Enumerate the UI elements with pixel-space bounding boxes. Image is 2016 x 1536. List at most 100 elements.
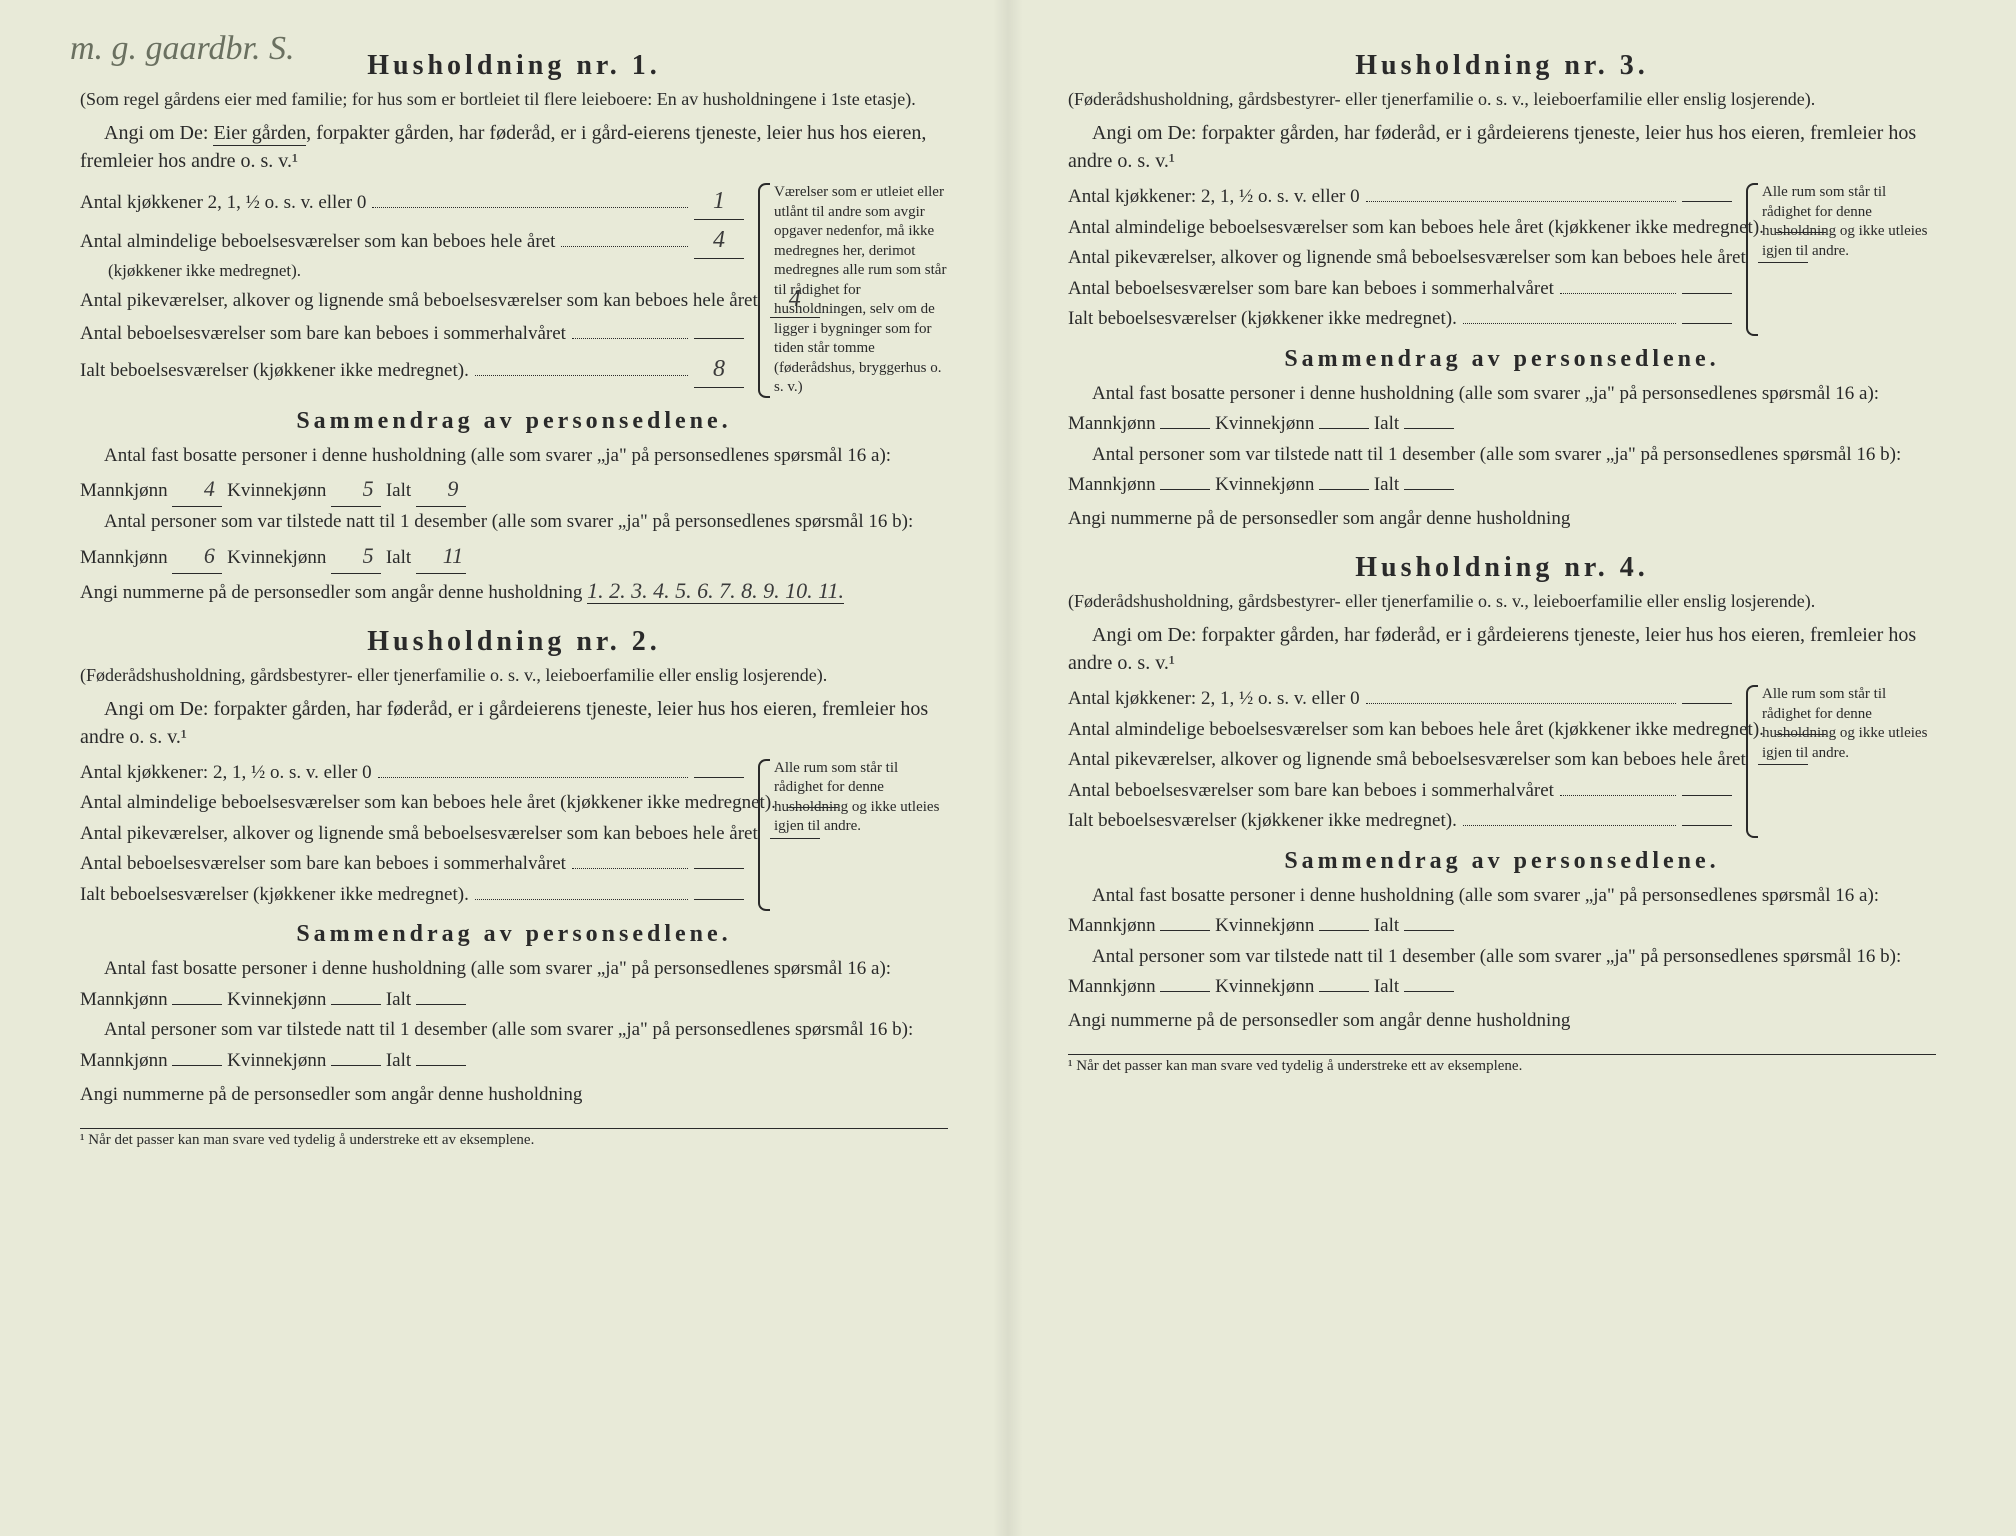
- household-2-instruction: Angi om De: forpakter gården, har føderå…: [80, 695, 948, 751]
- instruction-prefix: Angi om De:: [1092, 624, 1196, 646]
- room-questions: Antal kjøkkener: 2, 1, ½ o. s. v. eller …: [1068, 183, 1732, 336]
- household-4-title: Husholdning nr. 4.: [1068, 552, 1936, 584]
- living-row: Antal almindelige beboelsesværelser som …: [80, 789, 744, 818]
- household-3-rooms: Antal kjøkkener: 2, 1, ½ o. s. v. eller …: [1068, 183, 1936, 336]
- dots: [572, 320, 688, 339]
- i-label-2: Ialt: [1374, 976, 1399, 997]
- small-row: Antal pikeværelser, alkover og lignende …: [1068, 746, 1732, 775]
- summer-value: [1682, 795, 1732, 796]
- living-sub: (kjøkkener ikke medregnet).: [80, 261, 744, 281]
- household-4-summary-16b: Antal personer som var tilstede natt til…: [1068, 942, 1936, 1003]
- small-label: Antal pikeværelser, alkover og lignende …: [1068, 746, 1746, 775]
- total-label: Ialt beboelsesværelser (kjøkkener ikke m…: [1068, 305, 1457, 334]
- total-label: Ialt beboelsesværelser (kjøkkener ikke m…: [80, 881, 469, 910]
- i-label-2: Ialt: [386, 1050, 411, 1071]
- handwritten-annotation: m. g. gaardbr. S.: [70, 30, 295, 68]
- dots: [1560, 777, 1676, 796]
- dots: [378, 759, 688, 778]
- kitchens-label: Antal kjøkkener: 2, 1, ½ o. s. v. eller …: [80, 759, 372, 788]
- m2-value: 6: [172, 538, 222, 574]
- dots: [475, 357, 688, 376]
- summer-label: Antal beboelsesværelser som bare kan beb…: [80, 850, 566, 879]
- k1-value: [331, 1004, 381, 1005]
- i1-value: 9: [416, 471, 466, 507]
- total-row: Ialt beboelsesværelser (kjøkkener ikke m…: [1068, 807, 1732, 836]
- m2-value: [1160, 991, 1210, 992]
- m2-value: [172, 1065, 222, 1066]
- numbers-label: Angi nummerne på de personsedler som ang…: [1068, 508, 1570, 529]
- kitchens-label: Antal kjøkkener 2, 1, ½ o. s. v. eller 0: [80, 189, 366, 218]
- dots: [475, 881, 688, 900]
- instruction-prefix: Angi om De:: [1092, 122, 1196, 144]
- kitchens-label: Antal kjøkkener: 2, 1, ½ o. s. v. eller …: [1068, 183, 1360, 212]
- total-value: [1682, 323, 1732, 324]
- dots: [372, 189, 688, 208]
- instruction-main: forpakter gården, har føderåd, er i gård…: [1068, 122, 1916, 172]
- summer-label: Antal beboelsesværelser som bare kan beb…: [80, 320, 566, 349]
- household-4: Husholdning nr. 4. (Føderådshusholdning,…: [1068, 552, 1936, 1036]
- small-row: Antal pikeværelser, alkover og lignende …: [80, 281, 744, 318]
- k2-value: [331, 1065, 381, 1066]
- kitchens-row: Antal kjøkkener 2, 1, ½ o. s. v. eller 0…: [80, 183, 744, 220]
- summer-row: Antal beboelsesværelser som bare kan beb…: [80, 850, 744, 879]
- kitchens-value: [1682, 201, 1732, 202]
- m1-value: 4: [172, 471, 222, 507]
- living-label: Antal almindelige beboelsesværelser som …: [80, 789, 776, 818]
- room-questions: Antal kjøkkener 2, 1, ½ o. s. v. eller 0…: [80, 183, 744, 398]
- household-2: Husholdning nr. 2. (Føderådshusholdning,…: [80, 626, 948, 1110]
- right-page: Husholdning nr. 3. (Føderådshusholdning,…: [1048, 40, 1956, 1496]
- summer-label: Antal beboelsesværelser som bare kan beb…: [1068, 275, 1554, 304]
- household-3-side-note: Alle rum som står til rådighet for denne…: [1746, 183, 1936, 336]
- kitchens-row: Antal kjøkkener: 2, 1, ½ o. s. v. eller …: [80, 759, 744, 788]
- small-label: Antal pikeværelser, alkover og lignende …: [80, 287, 758, 316]
- living-label: Antal almindelige beboelsesværelser som …: [1068, 214, 1764, 243]
- household-4-side-note: Alle rum som står til rådighet for denne…: [1746, 685, 1936, 838]
- small-label: Antal pikeværelser, alkover og lignende …: [1068, 244, 1746, 273]
- left-page: Husholdning nr. 1. (Som regel gårdens ei…: [60, 40, 968, 1496]
- dots: [1366, 685, 1676, 704]
- dots: [1366, 183, 1676, 202]
- i2-value: 11: [416, 538, 466, 574]
- k-label: Kvinnekjønn: [1215, 413, 1314, 434]
- household-4-numbers: Angi nummerne på de personsedler som ang…: [1068, 1002, 1936, 1036]
- summer-row: Antal beboelsesværelser som bare kan beb…: [1068, 275, 1732, 304]
- brace-icon: [1746, 183, 1758, 336]
- household-4-instruction: Angi om De: forpakter gården, har føderå…: [1068, 621, 1936, 677]
- k-label-2: Kvinnekjønn: [227, 547, 326, 568]
- kitchens-row: Antal kjøkkener: 2, 1, ½ o. s. v. eller …: [1068, 685, 1732, 714]
- kitchens-label: Antal kjøkkener: 2, 1, ½ o. s. v. eller …: [1068, 685, 1360, 714]
- k1-value: [1319, 930, 1369, 931]
- k-label-2: Kvinnekjønn: [227, 1050, 326, 1071]
- room-questions: Antal kjøkkener: 2, 1, ½ o. s. v. eller …: [80, 759, 744, 912]
- living-value: 4: [694, 222, 744, 259]
- kitchens-value: 1: [694, 183, 744, 220]
- living-row: Antal almindelige beboelsesværelser som …: [1068, 214, 1732, 243]
- i-label-2: Ialt: [1374, 474, 1399, 495]
- m1-value: [172, 1004, 222, 1005]
- i-label: Ialt: [386, 989, 411, 1010]
- brace-icon: [758, 759, 770, 912]
- small-row: Antal pikeværelser, alkover og lignende …: [1068, 244, 1732, 273]
- household-4-subtitle: (Føderådshusholdning, gårdsbestyrer- ell…: [1068, 590, 1936, 613]
- household-3-summary-16a: Antal fast bosatte personer i denne hush…: [1068, 379, 1936, 440]
- k-label-2: Kvinnekjønn: [1215, 976, 1314, 997]
- household-1-side-note: Værelser som er utleiet eller utlånt til…: [758, 183, 948, 398]
- i1-value: [416, 1004, 466, 1005]
- summer-label: Antal beboelsesværelser som bare kan beb…: [1068, 777, 1554, 806]
- side-note-text: Alle rum som står til rådighet for denne…: [774, 760, 939, 835]
- instruction-prefix: Angi om De:: [104, 122, 208, 144]
- instruction-prefix: Angi om De:: [104, 698, 208, 720]
- side-note-text: Værelser som er utleiet eller utlånt til…: [774, 184, 946, 395]
- m1-value: [1160, 428, 1210, 429]
- m1-value: [1160, 930, 1210, 931]
- household-2-summary-title: Sammendrag av personsedlene.: [80, 921, 948, 948]
- household-2-summary-16a: Antal fast bosatte personer i denne hush…: [80, 954, 948, 1015]
- household-3-numbers: Angi nummerne på de personsedler som ang…: [1068, 500, 1936, 534]
- k-label: Kvinnekjønn: [227, 989, 326, 1010]
- household-4-summary-16a: Antal fast bosatte personer i denne hush…: [1068, 881, 1936, 942]
- household-1: Husholdning nr. 1. (Som regel gårdens ei…: [80, 50, 948, 608]
- household-1-summary-title: Sammendrag av personsedlene.: [80, 408, 948, 435]
- i1-value: [1404, 930, 1454, 931]
- dots: [561, 228, 688, 247]
- total-row: Ialt beboelsesværelser (kjøkkener ikke m…: [1068, 305, 1732, 334]
